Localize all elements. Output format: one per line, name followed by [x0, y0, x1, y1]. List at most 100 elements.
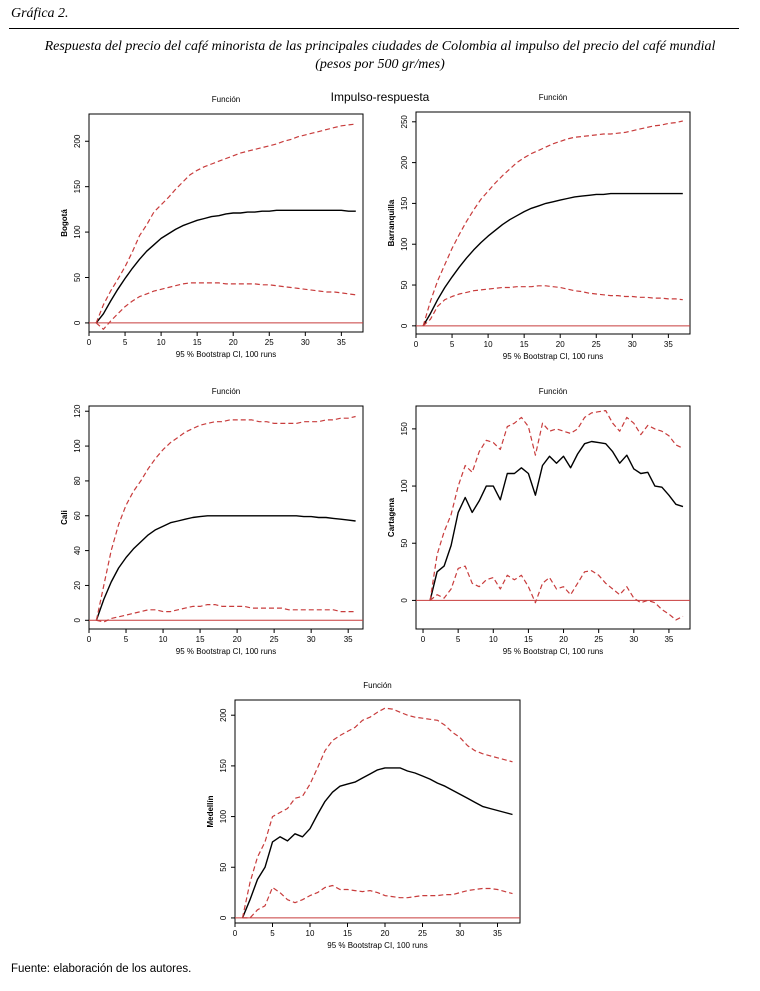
x-tick-label: 35	[664, 635, 673, 644]
x-tick-label: 30	[629, 635, 638, 644]
chart-title: Función	[539, 387, 567, 396]
x-tick-label: 15	[196, 635, 205, 644]
x-axis-label: 95 % Bootstrap CI, 100 runs	[503, 647, 604, 656]
plot-frame	[234, 699, 521, 924]
y-tick-label: 200	[73, 134, 82, 148]
x-tick-label: 25	[270, 635, 279, 644]
x-tick-label: 15	[193, 338, 202, 347]
y-tick-label: 50	[400, 280, 409, 289]
x-tick-label: 10	[484, 340, 493, 349]
x-tick-label: 5	[456, 635, 461, 644]
y-axis-label: Medellín	[206, 795, 215, 827]
x-tick-label: 15	[520, 340, 529, 349]
x-tick-label: 0	[414, 340, 419, 349]
x-tick-label: 25	[418, 929, 427, 938]
y-tick-label: 50	[400, 538, 409, 547]
x-tick-label: 25	[594, 635, 603, 644]
y-tick-label: 100	[400, 237, 409, 251]
x-axis-label: 95 % Bootstrap CI, 100 runs	[327, 941, 428, 950]
chart-panel-medellín: Función 0 5 10 15 20 25 30 35 95 % Bootstrap CI, …	[206, 681, 521, 950]
x-tick-label: 20	[229, 338, 238, 347]
y-tick-label: 0	[400, 323, 409, 328]
chart-title: Función	[212, 95, 240, 104]
chart-panel-cartagena: Función 0 5 10 15 20 25 30 35 95 % Bootstrap CI, …	[387, 387, 691, 656]
chart-panel-bogotá: Función 0 5 10 15 20 25 30 35 95 % Bootstrap CI, …	[60, 95, 364, 359]
y-tick-label: 100	[73, 439, 82, 453]
x-tick-label: 5	[123, 338, 128, 347]
chart-title: Función	[363, 681, 391, 690]
x-tick-label: 0	[87, 338, 92, 347]
figure-label: Gráfica 2.	[11, 6, 69, 21]
series-irf	[422, 192, 683, 327]
x-tick-label: 10	[306, 929, 315, 938]
x-tick-label: 35	[493, 929, 502, 938]
x-tick-label: 5	[450, 340, 455, 349]
y-axis-label: Barranquilla	[387, 199, 396, 246]
y-tick-label: 60	[73, 511, 82, 520]
y-axis-label: Cali	[60, 510, 69, 525]
source-note: Fuente: elaboración de los autores.	[11, 963, 192, 975]
series-lower	[429, 565, 684, 621]
chart-suptitle: Impulso-respuesta	[330, 90, 430, 104]
y-tick-label: 100	[219, 809, 228, 823]
plot-frame	[415, 405, 691, 630]
y-tick-label: 100	[400, 479, 409, 493]
y-tick-label: 0	[73, 320, 82, 325]
header-rule	[9, 28, 739, 29]
y-tick-label: 50	[219, 862, 228, 871]
plot-frame	[88, 405, 364, 630]
x-tick-label: 30	[301, 338, 310, 347]
x-tick-label: 20	[556, 340, 565, 349]
series-upper	[429, 410, 684, 601]
x-tick-label: 25	[265, 338, 274, 347]
x-tick-label: 30	[456, 929, 465, 938]
chart-title: Función	[539, 93, 567, 102]
chart-panel-barranquilla: Función 0 5 10 15 20 25 30 35 95 % Bootstrap CI, …	[387, 93, 691, 361]
y-tick-label: 200	[400, 155, 409, 169]
series-lower	[96, 603, 356, 623]
x-tick-label: 0	[233, 929, 238, 938]
x-axis-label: 95 % Bootstrap CI, 100 runs	[176, 350, 277, 359]
y-tick-label: 40	[73, 546, 82, 555]
y-tick-label: 120	[73, 404, 82, 418]
x-axis-label: 95 % Bootstrap CI, 100 runs	[176, 647, 277, 656]
figure-title: Respuesta del precio del café minorista …	[0, 38, 760, 74]
plot-frame	[415, 111, 691, 335]
series-upper	[241, 707, 513, 919]
y-tick-label: 250	[400, 115, 409, 129]
x-tick-label: 5	[124, 635, 129, 644]
x-tick-label: 30	[628, 340, 637, 349]
x-tick-label: 5	[270, 929, 275, 938]
y-tick-label: 0	[73, 618, 82, 623]
series-irf	[95, 209, 356, 324]
x-tick-label: 0	[421, 635, 426, 644]
y-tick-label: 150	[219, 759, 228, 773]
y-tick-label: 0	[400, 598, 409, 603]
y-tick-label: 150	[400, 422, 409, 436]
series-irf	[241, 767, 513, 919]
series-lower	[422, 285, 683, 327]
x-tick-label: 35	[664, 340, 673, 349]
x-tick-label: 15	[524, 635, 533, 644]
series-lower	[242, 884, 513, 919]
x-tick-label: 10	[159, 635, 168, 644]
x-axis-label: 95 % Bootstrap CI, 100 runs	[503, 352, 604, 361]
x-tick-label: 20	[559, 635, 568, 644]
y-axis-label: Bogotá	[60, 209, 69, 237]
x-tick-label: 25	[592, 340, 601, 349]
x-tick-label: 20	[381, 929, 390, 938]
figure-title-line1: Respuesta del precio del café minorista …	[44, 39, 716, 54]
y-tick-label: 150	[400, 196, 409, 210]
y-axis-label: Cartagena	[387, 497, 396, 537]
y-tick-label: 20	[73, 580, 82, 589]
y-tick-label: 80	[73, 476, 82, 485]
x-tick-label: 30	[307, 635, 316, 644]
x-tick-label: 20	[233, 635, 242, 644]
x-tick-label: 15	[343, 929, 352, 938]
y-tick-label: 0	[219, 915, 228, 920]
series-upper	[95, 123, 356, 324]
chart-title: Función	[212, 387, 240, 396]
x-tick-label: 35	[344, 635, 353, 644]
figure-title-line2: (pesos por 500 gr/mes)	[315, 57, 445, 72]
